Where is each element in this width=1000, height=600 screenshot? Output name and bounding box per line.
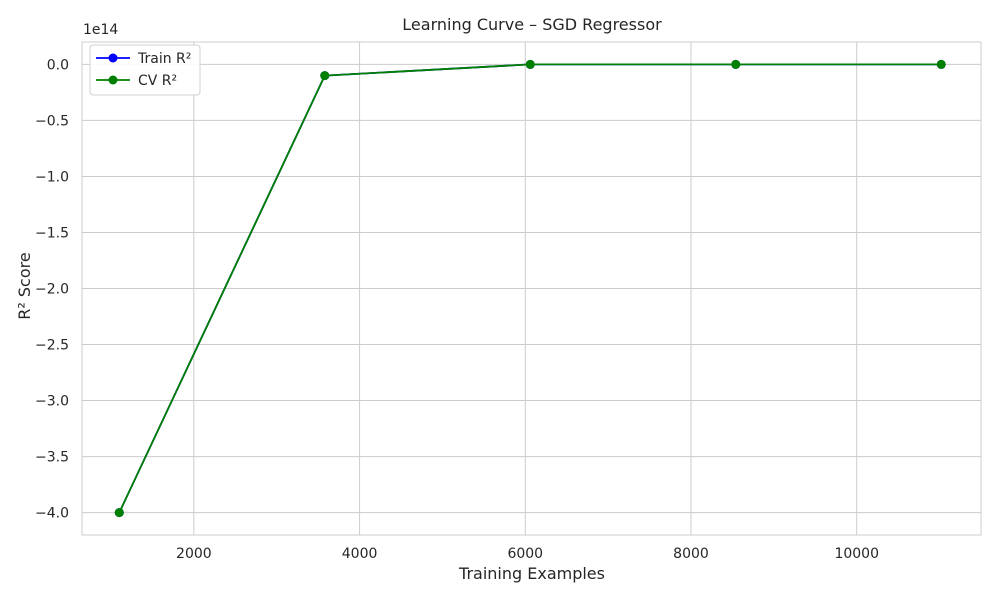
y-tick-label: −1.0 bbox=[35, 169, 69, 185]
y-tick-label: −4.0 bbox=[35, 506, 69, 522]
x-tick-label: 10000 bbox=[834, 546, 879, 562]
legend-marker-cv bbox=[108, 75, 118, 85]
data-point bbox=[114, 508, 124, 518]
legend-label-train: Train R² bbox=[137, 51, 191, 67]
x-tick-label: 6000 bbox=[507, 546, 543, 562]
series-layer bbox=[114, 59, 946, 518]
series-cv bbox=[114, 59, 946, 518]
data-point bbox=[525, 59, 535, 69]
data-point bbox=[731, 59, 741, 69]
y-tick-label: −0.5 bbox=[35, 113, 69, 129]
y-tick-label: −3.0 bbox=[35, 394, 69, 410]
plot-area-frame bbox=[81, 41, 982, 536]
grid bbox=[82, 42, 981, 535]
x-tick-label: 2000 bbox=[176, 546, 212, 562]
y-tick-label: −3.5 bbox=[35, 450, 69, 466]
x-tick-label: 4000 bbox=[342, 546, 378, 562]
data-point bbox=[936, 59, 946, 69]
y-tick-label: −1.5 bbox=[35, 225, 69, 241]
legend-label-cv: CV R² bbox=[138, 73, 177, 89]
y-tick-label: 0.0 bbox=[47, 57, 69, 73]
data-point bbox=[320, 71, 330, 81]
legend: Train R² CV R² bbox=[89, 44, 201, 96]
legend-entry-cv: CV R² bbox=[96, 73, 177, 89]
y-tick-label: −2.0 bbox=[35, 282, 69, 298]
x-tick-label: 8000 bbox=[673, 546, 709, 562]
y-axis-label: R² Score bbox=[15, 252, 34, 319]
y-tick-label: −2.5 bbox=[35, 338, 69, 354]
x-axis-label: Training Examples bbox=[458, 564, 605, 583]
x-axis-ticks: 2000 4000 6000 8000 10000 bbox=[176, 546, 879, 562]
chart-title: Learning Curve – SGD Regressor bbox=[402, 15, 662, 34]
legend-entry-train: Train R² bbox=[96, 51, 191, 67]
y-axis-offset-label: 1e14 bbox=[83, 22, 118, 38]
y-axis-ticks: 0.0 −0.5 −1.0 −1.5 −2.0 −2.5 −3.0 −3.5 −4.0 bbox=[35, 57, 69, 521]
legend-marker-train bbox=[108, 53, 118, 63]
